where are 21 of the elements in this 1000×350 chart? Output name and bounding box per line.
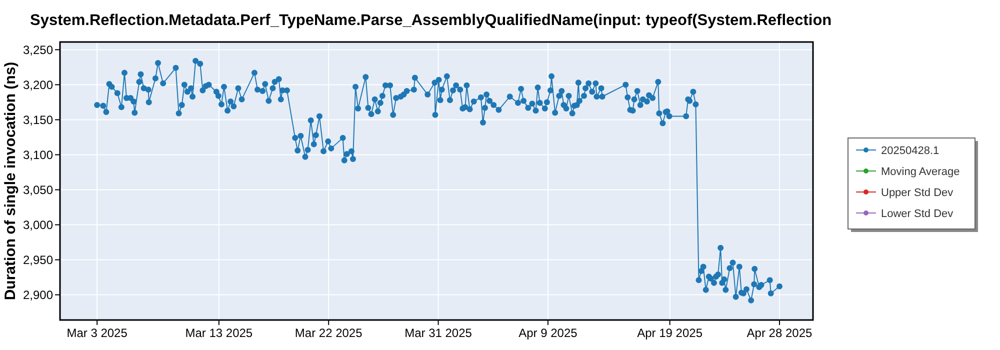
x-tick-label: Mar 3 2025 xyxy=(66,326,128,340)
y-tick-label: 3,050 xyxy=(22,182,54,197)
y-tick-label: 2,900 xyxy=(22,288,54,302)
y-tick-label: 3,250 xyxy=(22,42,54,57)
chart-title: System.Reflection.Metadata.Perf_TypeName.Parse_AssemblyQualifiedName(input: typeof(System.Reflection xyxy=(30,12,832,29)
x-tick-label: Mar 22 2025 xyxy=(294,326,363,340)
legend-label: Upper Std Dev xyxy=(881,186,954,199)
x-tick-label: Mar 13 2025 xyxy=(185,326,253,340)
legend-label: Lower Std Dev xyxy=(881,208,954,220)
x-tick-label: Apr 9 2025 xyxy=(518,326,578,340)
y-axis-title: Duration of single invocation (ns) xyxy=(2,62,19,300)
y-tick-label: 3,200 xyxy=(22,78,54,92)
y-tick-label: 3,000 xyxy=(22,218,54,232)
legend-label: Moving Average xyxy=(881,166,960,178)
y-tick-label: 2,950 xyxy=(22,252,54,267)
x-tick-label: Mar 31 2025 xyxy=(404,326,472,340)
y-tick-label: 3,150 xyxy=(22,112,54,127)
legend-label: 20250428.1 xyxy=(881,144,940,157)
y-tick-label: 3,100 xyxy=(22,148,54,162)
x-tick-label: Apr 19 2025 xyxy=(637,326,703,340)
x-tick-label: Apr 28 2025 xyxy=(746,326,813,340)
